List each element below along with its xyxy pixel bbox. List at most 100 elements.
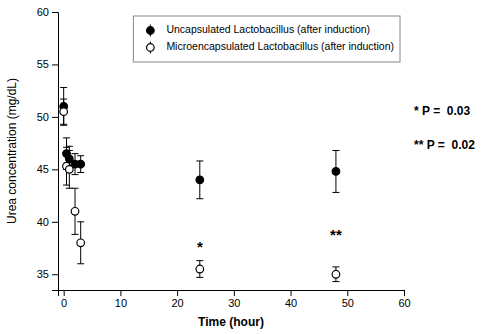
error-bar — [77, 222, 84, 264]
x-tick: 10 — [115, 290, 127, 309]
legend-marker — [147, 44, 155, 52]
x-tick-mark — [404, 290, 405, 296]
x-tick: 60 — [398, 290, 410, 309]
error-bar-cap — [63, 147, 70, 148]
y-tick: 45 — [37, 163, 58, 175]
y-tick-mark — [52, 117, 58, 118]
data-area — [60, 88, 340, 282]
error-bar — [332, 150, 339, 192]
error-bar-cap — [77, 155, 84, 156]
chart: 0 10 20 30 40 50 60 35 40 45 50 55 60 Time (hour) Urea… — [0, 0, 500, 334]
y-tick-mark — [52, 12, 58, 13]
y-tick: 60 — [37, 6, 58, 18]
error-bar-cap — [77, 172, 84, 173]
point — [71, 208, 79, 216]
error-bar-stem — [63, 88, 64, 126]
y-tick: 50 — [37, 111, 58, 123]
x-tick-mark — [347, 290, 348, 296]
x-tick-mark — [234, 290, 235, 296]
series — [60, 99, 340, 282]
error-bar — [72, 188, 79, 234]
legend: Uncapsulated Lactobacillus (after induct… — [133, 16, 400, 62]
y-tick-mark — [52, 222, 58, 223]
error-bar — [196, 161, 203, 199]
annotation: ** — [330, 226, 342, 243]
error-bar-cap — [60, 99, 67, 100]
x-tick-label: 40 — [285, 297, 297, 309]
x-tick-label: 50 — [342, 297, 354, 309]
error-bar-cap — [66, 146, 73, 147]
annotation: * — [197, 238, 203, 255]
x-tick-mark — [120, 290, 121, 296]
x-tick: 30 — [228, 290, 240, 309]
error-bar-cap — [72, 234, 79, 235]
y-tick-label: 55 — [37, 58, 49, 70]
y-axis: 35 40 45 50 55 60 — [37, 6, 59, 290]
error-bar-cap — [196, 260, 203, 261]
x-tick: 50 — [342, 290, 354, 309]
point — [332, 168, 340, 176]
y-tick-label: 45 — [37, 163, 49, 175]
error-bar-cap — [63, 137, 70, 138]
x-tick-label: 20 — [171, 297, 183, 309]
error-bar-cap — [66, 150, 73, 151]
x-tick-label: 0 — [61, 297, 67, 309]
error-bar-cap — [332, 266, 339, 267]
y-axis-title: Urea concentration (mg/dL) — [5, 78, 19, 224]
legend-label: Uncapsulated Lactobacillus (after induct… — [166, 23, 370, 35]
error-bar-cap — [60, 124, 67, 125]
x-tick: 40 — [285, 290, 297, 309]
error-bar-cap — [72, 153, 79, 154]
x-axis: 0 10 20 30 40 50 60 — [59, 290, 411, 309]
legend-item: Uncapsulated Lactobacillus (after induct… — [147, 23, 371, 36]
y-tick: 35 — [37, 268, 58, 280]
y-tick-label: 35 — [37, 268, 49, 280]
error-bar — [332, 267, 339, 282]
point — [60, 108, 68, 116]
legend-label: Microencapsulated Lactobacillus (after i… — [166, 40, 394, 52]
error-bar-cap — [332, 150, 339, 151]
error-bar — [66, 150, 73, 188]
error-bar-cap — [77, 221, 84, 222]
error-bar-cap — [196, 277, 203, 278]
y-tick-mark — [52, 169, 58, 170]
series — [60, 88, 340, 199]
y-tick-label: 50 — [37, 111, 49, 123]
legend-item: Microencapsulated Lactobacillus (after i… — [147, 40, 394, 53]
y-axis-line — [52, 13, 59, 291]
x-tick: 0 — [61, 290, 67, 309]
error-bar — [77, 156, 84, 173]
legend-marker — [147, 27, 155, 35]
annotations: **** P = 0.03** P = 0.02 — [197, 104, 475, 255]
x-tick-mark — [291, 290, 292, 296]
point — [77, 160, 85, 168]
legend-frame — [133, 16, 400, 62]
plot: 0 10 20 30 40 50 60 35 40 45 50 55 60 Time (hour) Urea… — [5, 6, 411, 329]
y-tick: 55 — [37, 58, 58, 70]
x-axis-title: Time (hour) — [198, 315, 264, 329]
point — [196, 265, 204, 273]
error-bar-cap — [77, 263, 84, 264]
x-tick-mark — [177, 290, 178, 296]
y-tick-mark — [52, 274, 58, 275]
point — [77, 239, 85, 247]
error-bar — [60, 88, 67, 126]
annotation: ** P = 0.02 — [414, 138, 475, 152]
annotation: * P = 0.03 — [414, 104, 470, 118]
error-bar-cap — [60, 125, 67, 126]
error-bar — [196, 261, 203, 278]
point — [196, 176, 204, 184]
y-tick-label: 40 — [37, 216, 49, 228]
point — [66, 166, 74, 174]
error-bar-cap — [332, 192, 339, 193]
x-tick-mark — [64, 290, 65, 296]
y-tick-label: 60 — [37, 6, 49, 18]
error-bar — [60, 99, 67, 124]
error-bar-cap — [332, 281, 339, 282]
x-tick-label: 30 — [228, 297, 240, 309]
y-tick: 40 — [37, 216, 58, 228]
x-tick-label: 10 — [115, 297, 127, 309]
y-tick-mark — [52, 64, 58, 65]
x-tick-label: 60 — [398, 297, 410, 309]
error-bar-cap — [196, 198, 203, 199]
